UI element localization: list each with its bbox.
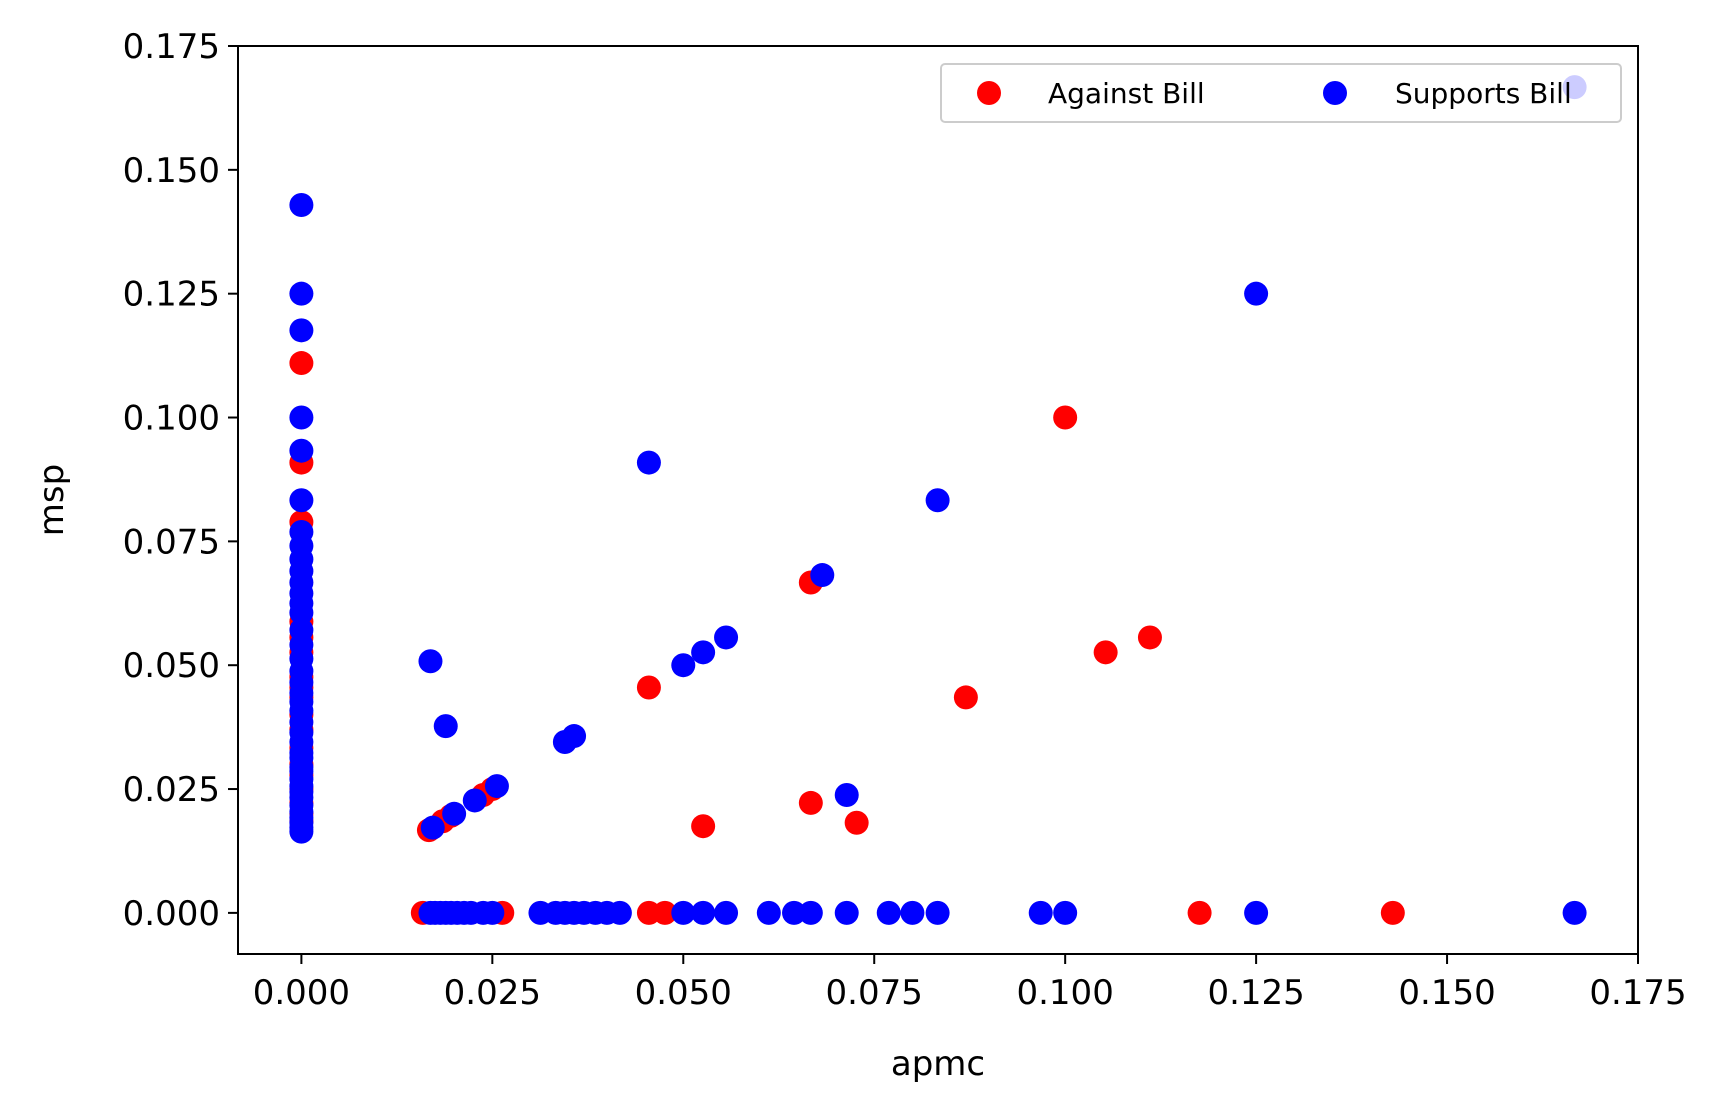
point-supports-bill	[798, 900, 823, 925]
y-axis-label: msp	[32, 464, 72, 536]
point-supports-bill	[714, 625, 739, 650]
y-tick-label: 0.000	[123, 894, 220, 934]
point-supports-bill	[925, 900, 950, 925]
x-axis: 0.000 0.025 0.050 0.075 0.100 0.125 0.150 0.175	[253, 954, 1687, 1013]
point-supports-bill	[289, 819, 314, 844]
point-supports-bill	[1053, 900, 1078, 925]
point-against-bill	[1187, 900, 1212, 925]
point-supports-bill	[484, 774, 509, 799]
point-supports-bill	[636, 450, 661, 475]
legend-box	[940, 63, 1622, 123]
point-supports-bill	[289, 193, 314, 218]
point-against-bill	[289, 351, 314, 376]
plot-frame	[237, 45, 1639, 955]
legend: Against Bill Supports Bill	[940, 63, 1622, 123]
legend-label-against: Against Bill	[1048, 77, 1205, 110]
point-supports-bill	[925, 488, 950, 513]
legend-label-supports: Supports Bill	[1395, 77, 1572, 110]
point-supports-bill	[834, 900, 859, 925]
point-supports-bill	[289, 405, 314, 430]
x-tick-label: 0.125	[1207, 973, 1304, 1013]
x-tick-label: 0.175	[1589, 973, 1686, 1013]
point-supports-bill	[289, 318, 314, 343]
x-tick-label: 0.075	[826, 973, 923, 1013]
x-tick-label: 0.025	[444, 973, 541, 1013]
x-tick-label: 0.100	[1016, 973, 1113, 1013]
point-against-bill	[1053, 405, 1078, 430]
x-tick-label: 0.000	[253, 973, 350, 1013]
point-against-bill	[691, 814, 716, 839]
point-supports-bill	[442, 801, 467, 826]
legend-marker-supports	[1323, 81, 1347, 105]
point-supports-bill	[289, 488, 314, 513]
point-supports-bill	[782, 900, 807, 925]
point-supports-bill	[900, 900, 925, 925]
point-supports-bill	[480, 900, 505, 925]
point-supports-bill	[433, 714, 458, 739]
point-against-bill	[1093, 640, 1118, 665]
point-supports-bill	[1562, 900, 1587, 925]
point-supports-bill	[810, 563, 835, 588]
point-supports-bill	[1028, 900, 1053, 925]
y-tick-label: 0.100	[123, 399, 220, 439]
point-supports-bill	[756, 900, 781, 925]
point-supports-bill	[418, 649, 443, 674]
point-against-bill	[1137, 625, 1162, 650]
point-supports-bill	[1244, 900, 1269, 925]
point-supports-bill	[607, 900, 632, 925]
point-supports-bill	[289, 600, 314, 625]
point-supports-bill	[1244, 281, 1269, 306]
y-tick-label: 0.075	[123, 522, 220, 562]
legend-marker-against	[977, 81, 1001, 105]
y-axis: 0.000 0.025 0.050 0.075 0.100 0.125 0.150 0.175	[123, 27, 238, 934]
point-against-bill	[844, 810, 869, 835]
point-against-bill	[1380, 900, 1405, 925]
x-axis-label: apmc	[891, 1044, 985, 1084]
y-tick-label: 0.175	[123, 27, 220, 67]
point-against-bill	[798, 790, 823, 815]
point-supports-bill	[671, 653, 696, 678]
y-tick-label: 0.150	[123, 151, 220, 191]
points-layer	[289, 75, 1587, 925]
point-supports-bill	[834, 782, 859, 807]
point-supports-bill	[462, 788, 487, 813]
point-against-bill	[636, 675, 661, 700]
point-supports-bill	[691, 900, 716, 925]
point-supports-bill	[289, 438, 314, 463]
point-supports-bill	[714, 900, 739, 925]
point-against-bill	[652, 900, 677, 925]
x-tick-label: 0.150	[1398, 973, 1495, 1013]
point-supports-bill	[691, 640, 716, 665]
point-against-bill	[953, 685, 978, 710]
point-supports-bill	[420, 815, 445, 840]
point-supports-bill	[562, 724, 587, 749]
point-supports-bill	[671, 900, 696, 925]
y-tick-label: 0.050	[123, 646, 220, 686]
point-supports-bill	[876, 900, 901, 925]
x-tick-label: 0.050	[635, 973, 732, 1013]
y-tick-label: 0.125	[123, 275, 220, 315]
point-supports-bill	[289, 281, 314, 306]
y-tick-label: 0.025	[123, 770, 220, 810]
